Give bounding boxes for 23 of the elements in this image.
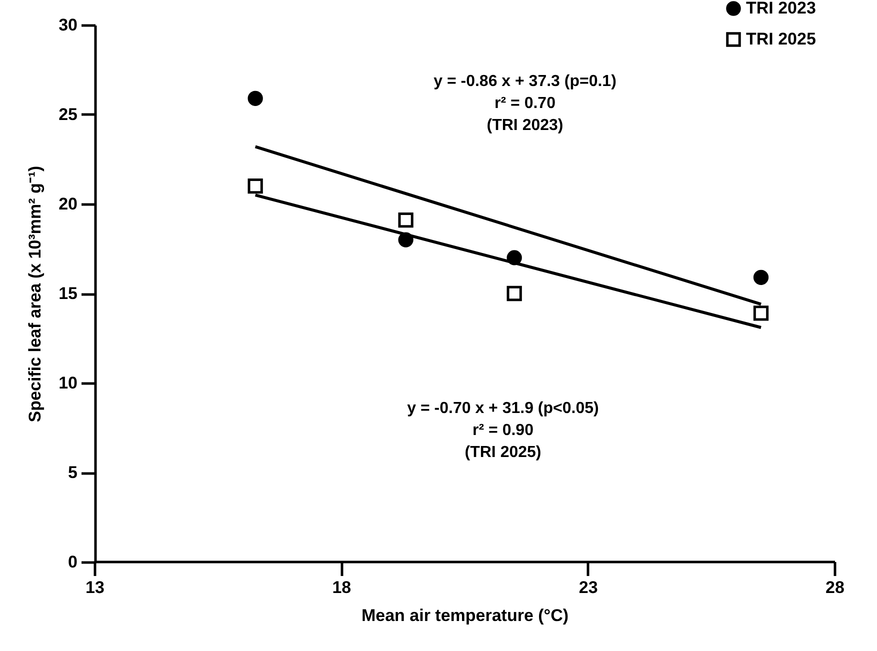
point [753,306,769,321]
y-tick-label: 15 [58,284,78,303]
x-tick-label: 13 [86,578,104,597]
y-tick-label: 0 [68,552,78,572]
point [398,212,414,228]
x-tick-label: 28 [826,578,844,597]
y-tick-label: 25 [58,105,78,124]
point [248,90,263,106]
x-axis-title: Mean air temperature (°C) [361,606,569,625]
x-tick-label: 18 [332,578,352,597]
y-tick-label: 10 [58,374,78,392]
legend-label: TRI 2025 [746,30,816,48]
y-tick-label: 5 [68,463,78,482]
point [753,270,769,285]
y-axis-title: Specific leaf area (x 10³mm² g⁻¹) [26,166,45,422]
y-tick-label: 20 [58,194,78,214]
annotation: y = -0.70 x + 31.9 (p<0.05) r² = 0.90 (TRI 2025) [407,400,599,461]
annotation: y = -0.86 x + 37.3 (p=0.1) r² = 0.70 (TRI 2023) [434,73,616,134]
legend-label: TRI 2023 [746,0,816,18]
x-tick-label: 23 [578,578,598,597]
point [506,286,522,302]
y-tick-label: 30 [58,16,78,34]
point [248,178,263,194]
